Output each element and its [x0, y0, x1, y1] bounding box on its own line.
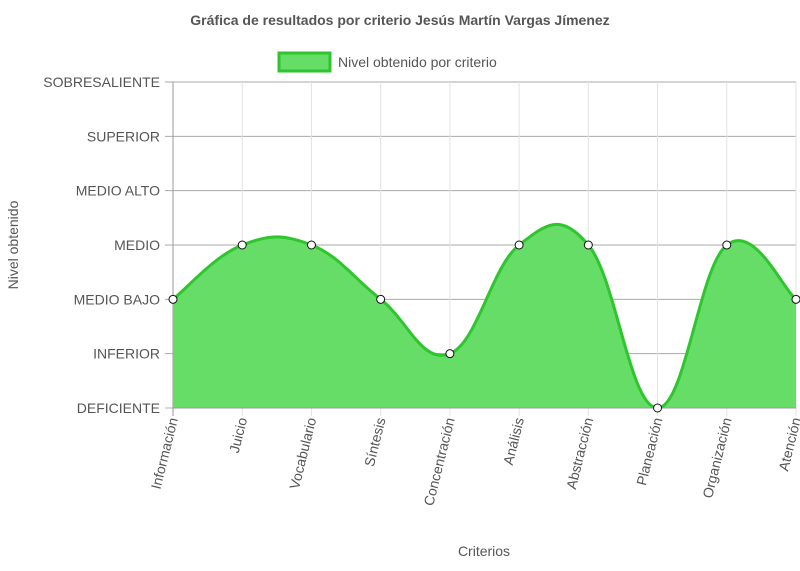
- y-tick-label: SOBRESALIENTE: [43, 74, 160, 90]
- x-tick-label: Abstracción: [563, 416, 596, 491]
- y-tick-label: MEDIO: [114, 237, 160, 253]
- data-point[interactable]: [514, 240, 524, 250]
- x-tick-label: Atención: [775, 416, 800, 473]
- series-area-fill: [173, 224, 796, 408]
- legend[interactable]: Nivel obtenido por criterio: [277, 51, 497, 73]
- y-tick-label: MEDIO ALTO: [76, 183, 160, 199]
- data-point[interactable]: [445, 349, 455, 359]
- data-point[interactable]: [168, 294, 178, 304]
- x-tick-label: Organización: [699, 416, 734, 500]
- data-point[interactable]: [376, 294, 386, 304]
- x-tick-label: Análisis: [500, 416, 527, 467]
- x-axis-tick-labels: Información Juicio Vocabulario Síntesis Conc…: [148, 416, 800, 508]
- x-tick-label: Concentración: [420, 416, 457, 507]
- data-point[interactable]: [722, 240, 732, 250]
- x-tick-label: Síntesis: [361, 416, 389, 468]
- y-tick-label: DEFICIENTE: [77, 400, 160, 416]
- data-points: [168, 240, 800, 413]
- y-axis-title: Nivel obtenido: [5, 200, 21, 289]
- series-area: [172, 223, 798, 410]
- legend-swatch: [277, 51, 332, 73]
- x-tick-label: Juicio: [226, 416, 250, 455]
- x-tick-label: Vocabulario: [286, 416, 319, 491]
- legend-label: Nivel obtenido por criterio: [338, 54, 497, 70]
- x-axis-title: Criterios: [458, 543, 510, 559]
- y-tick-label: SUPERIOR: [87, 128, 160, 144]
- y-tick-label: MEDIO BAJO: [74, 291, 160, 307]
- data-point[interactable]: [653, 403, 663, 413]
- x-tick-label: Información: [148, 416, 181, 491]
- data-point[interactable]: [306, 240, 316, 250]
- data-point[interactable]: [791, 294, 800, 304]
- data-point[interactable]: [583, 240, 593, 250]
- data-point[interactable]: [237, 240, 247, 250]
- x-tick-label: Planeación: [633, 416, 665, 487]
- y-axis-tick-labels: DEFICIENTE INFERIOR MEDIO BAJO MEDIO MEDIO A…: [43, 74, 160, 416]
- y-tick-label: INFERIOR: [93, 346, 160, 362]
- chart-title: Gráfica de resultados por criterio Jesús…: [190, 12, 609, 28]
